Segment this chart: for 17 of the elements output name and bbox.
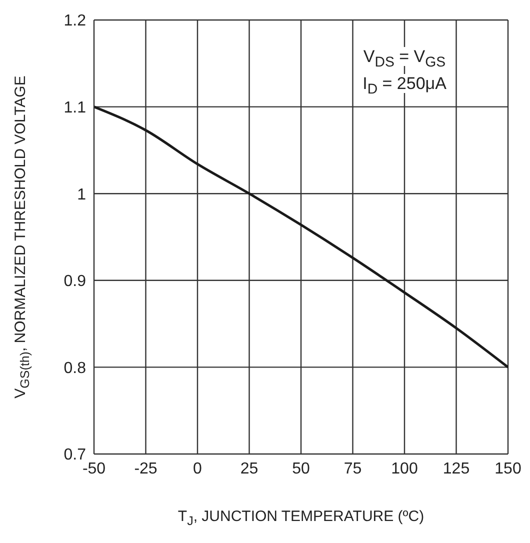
x-tick-label: 100 <box>391 460 418 478</box>
x-tick-label: 0 <box>193 460 202 478</box>
annotation: I$_{D}$ = 250μA <box>362 74 448 98</box>
x-tick-label: 75 <box>344 460 362 478</box>
y-tick-label: 0.9 <box>64 273 86 290</box>
y-tick-label: 1.2 <box>64 12 86 30</box>
y-tick-label: 1.1 <box>64 99 86 116</box>
line-series <box>94 106 508 368</box>
y-tick-label: 1 <box>77 186 86 204</box>
x-axis-title: T$_{J}$, JUNCTION TEMPERATURE (ºC) <box>176 508 426 528</box>
x-tick-label: 125 <box>442 460 470 478</box>
x-tick-label: 150 <box>494 460 522 478</box>
y-tick-label: 0.8 <box>64 360 86 377</box>
x-tick-label: 50 <box>292 460 310 478</box>
annotation: V$_{DS}$ = V$_{GS}$ <box>362 47 447 70</box>
x-tick-label: -25 <box>134 460 158 478</box>
x-tick-label: 25 <box>240 460 258 478</box>
